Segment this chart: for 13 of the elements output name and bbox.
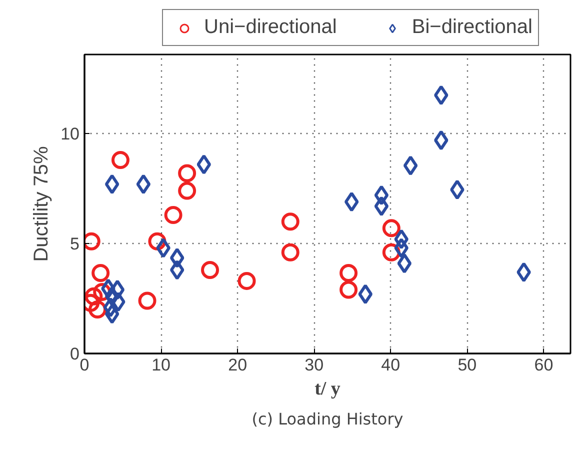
x-tick-label: 20 (228, 356, 248, 374)
legend-label: Uni−directional (204, 16, 337, 39)
x-axis-title: t/ y (314, 378, 341, 400)
y-tick-label: 10 (60, 124, 80, 144)
text: (c) Loading History (252, 410, 404, 428)
x-tick-label: 40 (381, 356, 400, 374)
x-tick-label: 50 (458, 356, 477, 374)
y-tick-label: 5 (70, 234, 80, 254)
x-tick-label: 10 (152, 356, 171, 374)
x-tick-label: 60 (534, 356, 554, 374)
x-tick-label: 30 (304, 356, 324, 374)
y-axis-title: Ductility 75% (30, 146, 53, 262)
legend-label: Bi−directional (412, 16, 532, 39)
